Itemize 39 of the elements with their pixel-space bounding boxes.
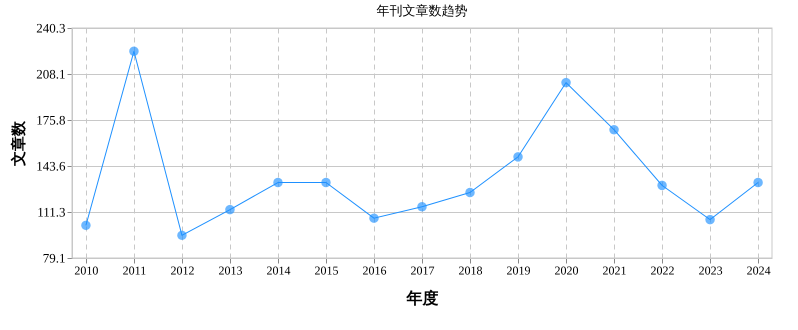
y-axis-title: 文章数 — [9, 120, 28, 167]
x-tick-label: 2013 — [218, 264, 242, 278]
point — [465, 188, 475, 198]
point — [273, 178, 283, 188]
x-axis-title: 年度 — [406, 288, 438, 308]
y-tick-label: 240.3 — [36, 20, 66, 36]
x-tick-label: 2022 — [650, 264, 675, 278]
x-tick-label: 2011 — [122, 264, 146, 278]
point — [657, 180, 667, 190]
x-tick-label: 2019 — [506, 264, 531, 278]
point — [129, 46, 139, 56]
point — [321, 178, 331, 188]
x-tick-label: 2016 — [362, 264, 386, 278]
point — [417, 202, 427, 212]
y-tick-label: 143.6 — [36, 158, 66, 174]
y-tick-label: 111.3 — [37, 204, 66, 220]
point — [753, 178, 763, 188]
x-tick-label: 2014 — [266, 264, 290, 278]
point — [225, 204, 235, 214]
point — [81, 220, 91, 230]
x-tick-label: 2018 — [458, 264, 483, 278]
x-tick-label: 2015 — [314, 264, 338, 278]
y-tick-label: 208.1 — [36, 66, 66, 82]
point — [369, 213, 379, 223]
y-tick-label: 175.8 — [36, 112, 66, 128]
x-tick-label: 2023 — [698, 264, 723, 278]
x-tick-label: 2012 — [170, 264, 194, 278]
chart-title: 年刊文章数趋势 — [376, 3, 468, 18]
y-tick-label: 79.1 — [42, 250, 66, 266]
point — [513, 152, 523, 162]
x-tick-label: 2017 — [410, 264, 434, 278]
x-tick-label: 2020 — [554, 264, 579, 278]
point — [609, 124, 619, 134]
point — [705, 214, 715, 224]
point — [561, 78, 571, 88]
point — [177, 230, 187, 240]
x-tick-label: 2024 — [746, 264, 771, 278]
x-tick-label: 2010 — [74, 264, 98, 278]
x-tick-label: 2021 — [602, 264, 627, 278]
